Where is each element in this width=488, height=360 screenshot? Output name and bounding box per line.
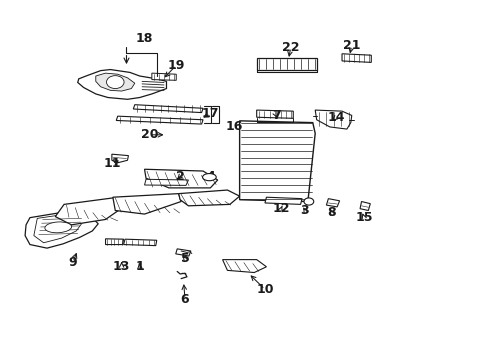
Text: 20: 20 [141, 128, 158, 141]
Polygon shape [133, 105, 203, 113]
Polygon shape [222, 260, 266, 273]
Polygon shape [178, 190, 239, 206]
Ellipse shape [202, 174, 216, 181]
Text: 18: 18 [136, 32, 153, 45]
Polygon shape [112, 154, 128, 163]
Polygon shape [256, 110, 293, 118]
Polygon shape [239, 121, 315, 202]
Polygon shape [123, 239, 157, 246]
Text: 3: 3 [300, 204, 308, 217]
Text: 10: 10 [256, 283, 273, 296]
Polygon shape [96, 73, 135, 91]
Polygon shape [113, 194, 181, 214]
Text: 9: 9 [68, 256, 77, 269]
Circle shape [106, 76, 124, 89]
Text: 19: 19 [167, 59, 184, 72]
Text: 6: 6 [181, 293, 189, 306]
Text: 4: 4 [205, 170, 214, 183]
Polygon shape [34, 215, 82, 243]
Circle shape [304, 198, 313, 205]
Polygon shape [25, 213, 98, 248]
Text: 12: 12 [272, 202, 289, 215]
Text: 5: 5 [180, 252, 189, 265]
Text: 14: 14 [327, 111, 344, 124]
Text: 2: 2 [175, 170, 184, 183]
Text: 7: 7 [271, 109, 280, 122]
Polygon shape [55, 198, 125, 225]
Polygon shape [152, 73, 176, 80]
Ellipse shape [45, 222, 71, 233]
Polygon shape [256, 58, 316, 69]
Polygon shape [105, 239, 123, 244]
Polygon shape [116, 116, 203, 124]
Polygon shape [264, 197, 302, 204]
Text: 8: 8 [326, 206, 335, 219]
Polygon shape [144, 169, 217, 188]
Polygon shape [175, 249, 190, 256]
Text: 11: 11 [103, 157, 121, 170]
Polygon shape [315, 110, 351, 129]
Polygon shape [359, 202, 369, 211]
Polygon shape [78, 69, 166, 99]
Text: 13: 13 [113, 260, 130, 273]
Polygon shape [326, 199, 339, 207]
Text: 21: 21 [342, 39, 360, 52]
Text: 1: 1 [135, 260, 144, 273]
Polygon shape [144, 179, 188, 185]
Text: 17: 17 [201, 107, 219, 120]
Text: 15: 15 [354, 211, 372, 224]
Text: 22: 22 [282, 41, 299, 54]
Polygon shape [341, 54, 370, 62]
Text: 16: 16 [225, 121, 243, 134]
